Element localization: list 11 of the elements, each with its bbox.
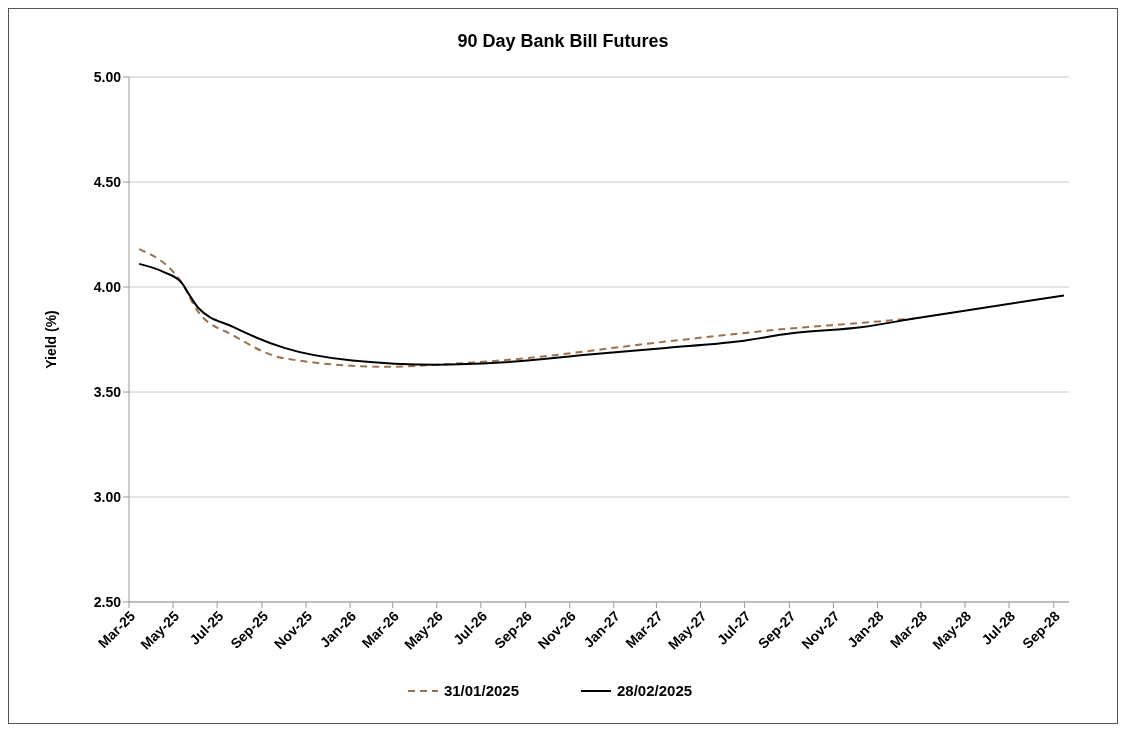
y-tick-label: 3.00 (93, 488, 122, 505)
line-series (138, 262, 1065, 366)
legend-label: 28/02/2025 (617, 682, 693, 699)
y-tick-label: 5.00 (93, 68, 122, 85)
y-axis-title: Yield (%) (42, 310, 59, 369)
y-tick-label: 2.50 (93, 593, 122, 610)
chart-title: 90 Day Bank Bill Futures (456, 30, 670, 51)
y-tick-label: 4.50 (93, 173, 122, 190)
y-tick-label: 4.00 (93, 278, 122, 295)
y-tick-label: 3.50 (93, 383, 122, 400)
legend-label: 31/01/2025 (443, 682, 519, 699)
